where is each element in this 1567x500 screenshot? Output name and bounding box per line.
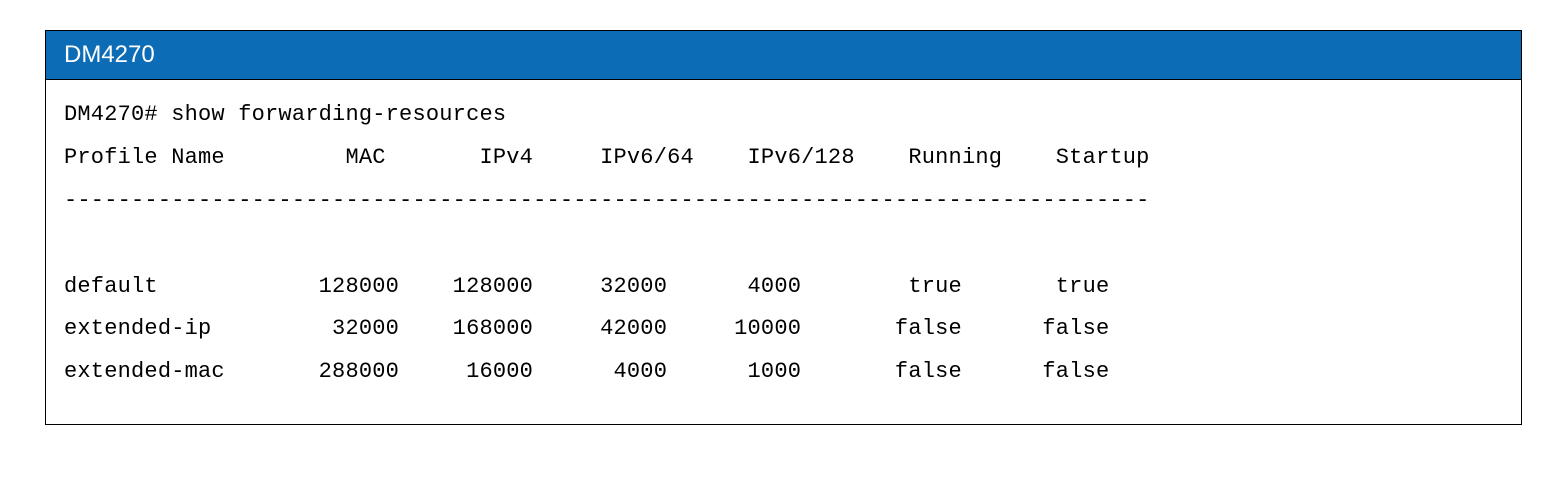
separator-line: ----------------------------------------… (64, 188, 1150, 213)
table-row: default 128000 128000 32000 4000 true tr… (64, 274, 1109, 299)
table-row: extended-mac 288000 16000 4000 1000 fals… (64, 359, 1109, 384)
window-title-bar: DM4270 (46, 31, 1521, 80)
table-row: extended-ip 32000 168000 42000 10000 fal… (64, 316, 1109, 341)
terminal-output: DM4270# show forwarding-resources Profil… (46, 80, 1521, 424)
window-title: DM4270 (64, 41, 155, 68)
terminal-window: DM4270 DM4270# show forwarding-resources… (45, 30, 1522, 425)
column-header-line: Profile Name MAC IPv4 IPv6/64 IPv6/128 R… (64, 145, 1150, 170)
prompt-line: DM4270# show forwarding-resources (64, 102, 506, 127)
